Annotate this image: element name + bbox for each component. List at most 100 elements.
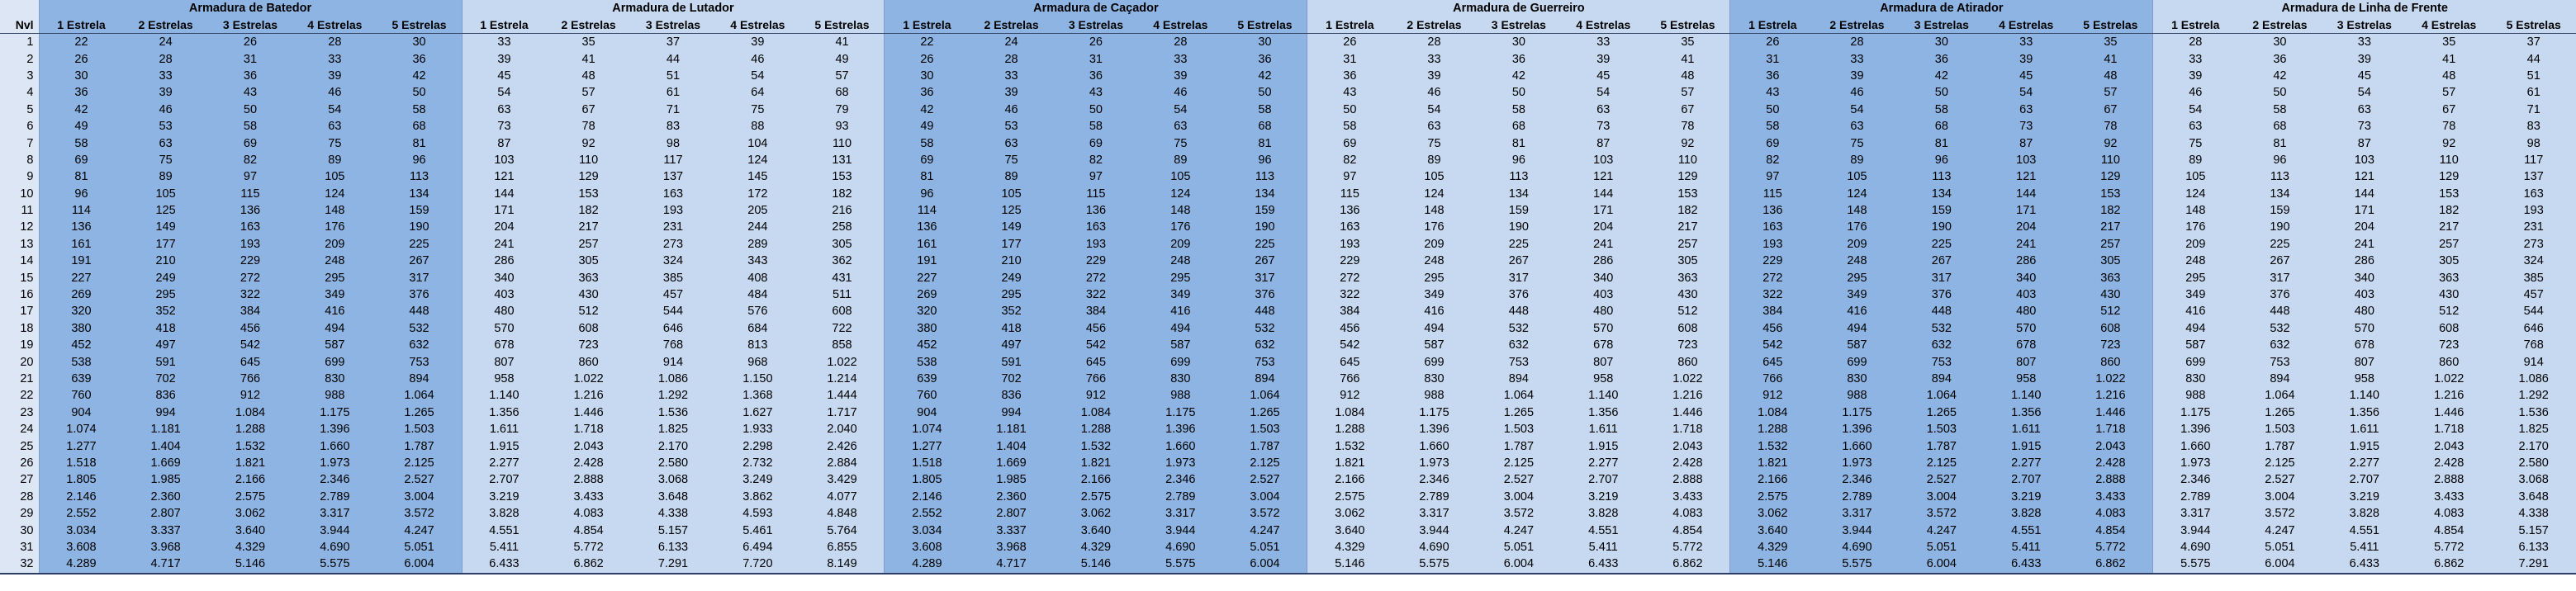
stat-cell: 5.772 — [1645, 538, 1730, 556]
stat-cell: 46 — [1815, 84, 1900, 102]
stat-cell: 836 — [969, 387, 1054, 404]
stat-cell: 43 — [1307, 84, 1392, 102]
table-row: 24 1.074 1.181 1.288 1.396 1.503 1.611 1.718 1.8… — [0, 420, 2576, 438]
stat-cell: 456 — [207, 319, 293, 338]
stat-cell: 363 — [2068, 269, 2153, 286]
stat-cell: 608 — [1645, 319, 1730, 338]
stat-cell: 958 — [461, 370, 547, 388]
stat-cell: 3.944 — [292, 522, 377, 539]
stat-cell: 3.317 — [2152, 504, 2238, 522]
stat-cell: 403 — [461, 286, 547, 304]
stat-cell: 144 — [1561, 185, 1646, 202]
stat-cell: 39 — [1138, 67, 1223, 85]
stat-cell: 295 — [969, 286, 1054, 304]
stat-cell: 352 — [123, 303, 208, 320]
stat-cell: 5.411 — [2322, 538, 2408, 556]
stat-cell: 699 — [1815, 353, 1900, 371]
stat-cell: 134 — [1222, 185, 1307, 202]
stat-cell: 1.611 — [1561, 420, 1646, 438]
stat-cell: 54 — [292, 101, 377, 118]
stat-cell: 217 — [2407, 219, 2492, 236]
stat-cell: 68 — [1899, 117, 1985, 135]
table-row: 16 269 295 322 349 376 403 430 457 484 511 269 295 32… — [0, 286, 2576, 304]
stat-cell: 1.825 — [2491, 420, 2576, 438]
stat-cell: 2.346 — [292, 471, 377, 489]
stat-cell: 5.051 — [2237, 538, 2322, 556]
stat-cell: 830 — [2152, 370, 2238, 388]
stat-cell: 3.337 — [969, 522, 1054, 539]
stat-cell: 766 — [1729, 370, 1815, 388]
stat-cell: 272 — [1053, 269, 1139, 286]
stat-cell: 8.149 — [799, 556, 885, 574]
stat-cell: 3.062 — [207, 504, 293, 522]
star-column-header: 3 Estrelas — [1053, 17, 1139, 34]
stat-cell: 587 — [292, 337, 377, 354]
stat-cell: 114 — [884, 201, 970, 220]
stat-cell: 1.915 — [1984, 437, 2069, 455]
stat-cell: 3.968 — [123, 538, 208, 556]
stat-cell: 225 — [1476, 235, 1562, 253]
stat-cell: 1.265 — [1899, 404, 1985, 421]
stat-cell: 82 — [207, 151, 293, 169]
stat-cell: 136 — [884, 219, 970, 236]
stat-cell: 75 — [123, 151, 208, 169]
stat-cell: 136 — [1053, 201, 1139, 220]
stat-cell: 608 — [2407, 319, 2492, 338]
stat-cell: 48 — [546, 67, 631, 85]
stat-cell: 4.247 — [1899, 522, 1985, 539]
stat-cell: 2.298 — [715, 437, 800, 455]
stat-cell: 39 — [969, 84, 1054, 102]
stat-cell: 2.732 — [715, 454, 800, 472]
stat-cell: 2.789 — [2152, 488, 2238, 505]
stat-cell: 4.338 — [2491, 504, 2576, 522]
stat-cell: 129 — [1645, 168, 1730, 186]
stat-cell: 448 — [1899, 303, 1985, 320]
stat-cell: 2.277 — [2322, 454, 2408, 472]
stat-cell: 452 — [38, 337, 124, 354]
stat-cell: 766 — [207, 370, 293, 388]
stat-cell: 57 — [2068, 84, 2153, 102]
stat-cell: 63 — [1561, 101, 1646, 118]
stat-cell: 26 — [38, 50, 124, 68]
stat-cell: 3.640 — [207, 522, 293, 539]
stat-cell: 39 — [461, 50, 547, 68]
table-row: 32 4.289 4.717 5.146 5.575 6.004 6.433 6.862 7.2… — [0, 556, 2576, 574]
stat-cell: 2.346 — [1815, 471, 1900, 489]
stat-cell: 97 — [1729, 168, 1815, 186]
stat-cell: 494 — [2152, 319, 2238, 338]
level-cell: 6 — [0, 117, 39, 135]
stat-cell: 6.004 — [1476, 556, 1562, 574]
table-row: 12 136 149 163 176 190 204 217 231 244 258 136 149 16… — [0, 219, 2576, 236]
stat-cell: 385 — [630, 269, 716, 286]
stat-cell: 57 — [799, 67, 885, 85]
stat-cell: 163 — [2491, 185, 2576, 202]
stat-cell: 58 — [1222, 101, 1307, 118]
stat-cell: 305 — [2407, 253, 2492, 270]
stat-cell: 67 — [2068, 101, 2153, 118]
stat-cell: 30 — [377, 33, 462, 51]
stat-cell: 125 — [969, 201, 1054, 220]
stat-cell: 210 — [969, 253, 1054, 270]
stat-cell: 497 — [123, 337, 208, 354]
stat-cell: 968 — [715, 353, 800, 371]
stat-cell: 58 — [1307, 117, 1392, 135]
table-row: 30 3.034 3.337 3.640 3.944 4.247 4.551 4.854 5.1… — [0, 522, 2576, 539]
stat-cell: 57 — [546, 84, 631, 102]
level-cell: 23 — [0, 404, 39, 421]
stat-cell: 723 — [546, 337, 631, 354]
stat-cell: 3.004 — [1476, 488, 1562, 505]
stat-cell: 1.627 — [715, 404, 800, 421]
stat-cell: 26 — [207, 33, 293, 51]
stat-cell: 6.862 — [546, 556, 631, 574]
stat-cell: 117 — [630, 151, 716, 169]
stat-cell: 79 — [799, 101, 885, 118]
stat-cell: 2.428 — [2068, 454, 2153, 472]
stat-cell: 78 — [2407, 117, 2492, 135]
stat-cell: 153 — [799, 168, 885, 186]
stat-cell: 36 — [1307, 67, 1392, 85]
stat-cell: 1.718 — [2068, 420, 2153, 438]
stat-cell: 766 — [1307, 370, 1392, 388]
stat-cell: 3.317 — [1392, 504, 1477, 522]
stat-cell: 191 — [38, 253, 124, 270]
stat-cell: 115 — [1729, 185, 1815, 202]
